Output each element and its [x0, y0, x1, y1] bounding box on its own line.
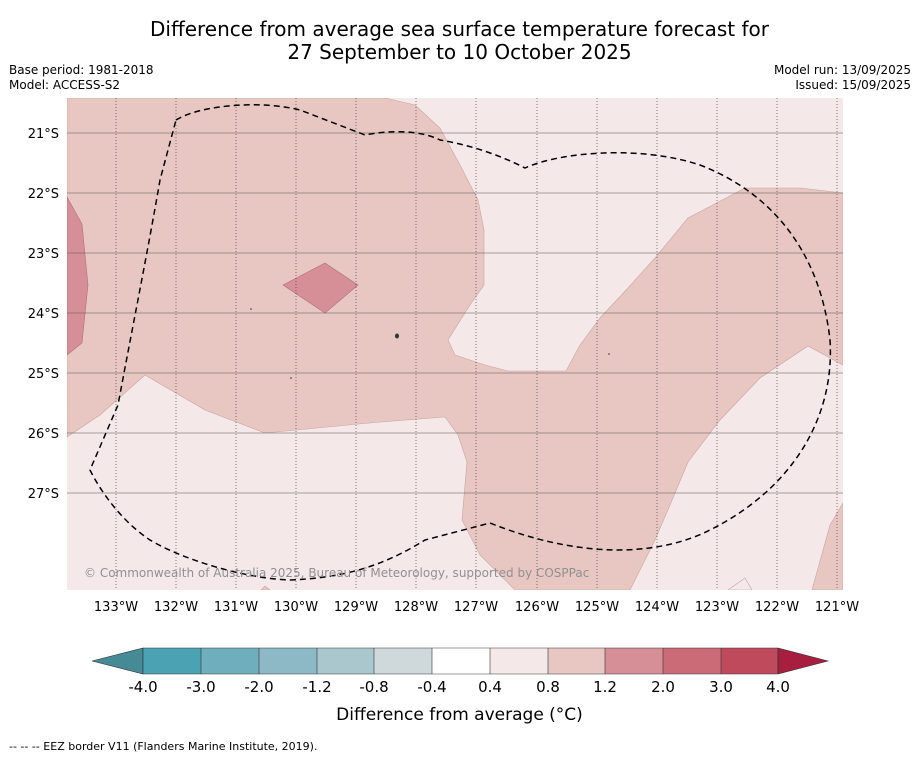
- colorbar-dividers: [142, 647, 779, 675]
- colorbar-tick: -3.0: [186, 678, 215, 696]
- colorbar-segment: [143, 648, 201, 674]
- title-line-1: Difference from average sea surface temp…: [149, 17, 769, 41]
- grid-lon: [115, 98, 838, 590]
- lon-tick-label: 126°W: [515, 600, 559, 615]
- colorbar-tick: 3.0: [709, 678, 733, 696]
- lon-tick-label: 129°W: [334, 600, 378, 615]
- copyright-text: © Commonwealth of Australia 2025, Bureau…: [84, 566, 589, 580]
- lon-tick-label: 123°W: [695, 600, 739, 615]
- colorbar-tick: 1.2: [593, 678, 617, 696]
- colorbar-tick: -0.4: [417, 678, 446, 696]
- issued-date: Issued: 15/09/2025: [795, 78, 911, 92]
- lon-tick-label: 124°W: [635, 600, 679, 615]
- colorbar: -4.0 -3.0 -2.0 -1.2 -0.8 -0.4 0.4 0.8 1.…: [91, 647, 830, 696]
- colorbar-tick: -0.8: [359, 678, 388, 696]
- contour-band-0.8-1.2-north: [67, 98, 843, 590]
- contour-notch-south: [727, 577, 753, 590]
- lon-tick-labels: 133°W 132°W 131°W 130°W 129°W 128°W 127°…: [94, 600, 859, 615]
- colorbar-tick: -4.0: [128, 678, 157, 696]
- lon-tick-label: 133°W: [94, 600, 138, 615]
- lat-tick-label: 24°S: [28, 307, 59, 322]
- lon-tick-label: 122°W: [755, 600, 799, 615]
- contour-band-1.2-2.0-centre: [282, 262, 359, 314]
- grid-lat: [67, 132, 843, 494]
- title-line-2: 27 September to 10 October 2025: [287, 40, 632, 64]
- model-name: Model: ACCESS-S2: [9, 78, 121, 92]
- colorbar-segment: [317, 648, 374, 674]
- colorbar-tick: -2.0: [244, 678, 273, 696]
- lat-tick-label: 25°S: [28, 367, 59, 382]
- colorbar-tick: -1.2: [302, 678, 331, 696]
- lat-tick-label: 22°S: [28, 187, 59, 202]
- colorbar-tick-labels: -4.0 -3.0 -2.0 -1.2 -0.8 -0.4 0.4 0.8 1.…: [128, 678, 790, 696]
- model-run: Model run: 13/09/2025: [773, 63, 911, 77]
- lat-tick-label: 21°S: [28, 127, 59, 142]
- eez-border: [89, 104, 832, 581]
- colorbar-tick: 4.0: [766, 678, 790, 696]
- colorbar-segment: [432, 648, 490, 674]
- map-area: © Commonwealth of Australia 2025, Bureau…: [67, 98, 843, 590]
- colorbar-extend-high: [777, 647, 830, 675]
- lat-tick-label: 26°S: [28, 427, 59, 442]
- colorbar-segment: [663, 648, 721, 674]
- chart-title: Difference from average sea surface temp…: [0, 18, 919, 64]
- colorbar-segment: [605, 648, 663, 674]
- lon-tick-label: 128°W: [394, 600, 438, 615]
- colorbar-tick: 0.8: [536, 678, 560, 696]
- lon-tick-label: 131°W: [214, 600, 258, 615]
- colorbar-segment: [374, 648, 432, 674]
- base-period: Base period: 1981-2018: [9, 63, 154, 77]
- colorbar-label: Difference from average (°C): [336, 705, 583, 725]
- colorbar-segment: [201, 648, 259, 674]
- lon-tick-label: 127°W: [454, 600, 498, 615]
- lon-tick-label: 121°W: [815, 600, 859, 615]
- contour-band-0.8-1.2-southeast: [811, 502, 843, 590]
- contour-band-1.2-2.0-west: [67, 196, 89, 356]
- lon-tick-label: 130°W: [274, 600, 318, 615]
- colorbar-segment: [721, 648, 778, 674]
- colorbar-segment: [548, 648, 605, 674]
- lon-tick-label: 125°W: [575, 600, 619, 615]
- lon-tick-label: 132°W: [154, 600, 198, 615]
- lat-tick-label: 23°S: [28, 247, 59, 262]
- lat-tick-labels: 21°S 22°S 23°S 24°S 25°S 26°S 27°S: [28, 127, 59, 502]
- footer-note: -- -- -- EEZ border V11 (Flanders Marine…: [9, 740, 318, 753]
- colorbar-tick: 0.4: [478, 678, 502, 696]
- colorbar-tick: 2.0: [651, 678, 675, 696]
- meta-left: Base period: 1981-2018 Model: ACCESS-S2: [9, 63, 154, 93]
- contour-spot-small: [260, 585, 271, 590]
- colorbar-extend-low: [91, 647, 144, 675]
- colorbar-segment: [259, 648, 317, 674]
- colorbar-segment: [490, 648, 548, 674]
- islands: [250, 308, 610, 379]
- meta-right: Model run: 13/09/2025 Issued: 15/09/2025: [774, 63, 911, 93]
- lat-tick-label: 27°S: [28, 487, 59, 502]
